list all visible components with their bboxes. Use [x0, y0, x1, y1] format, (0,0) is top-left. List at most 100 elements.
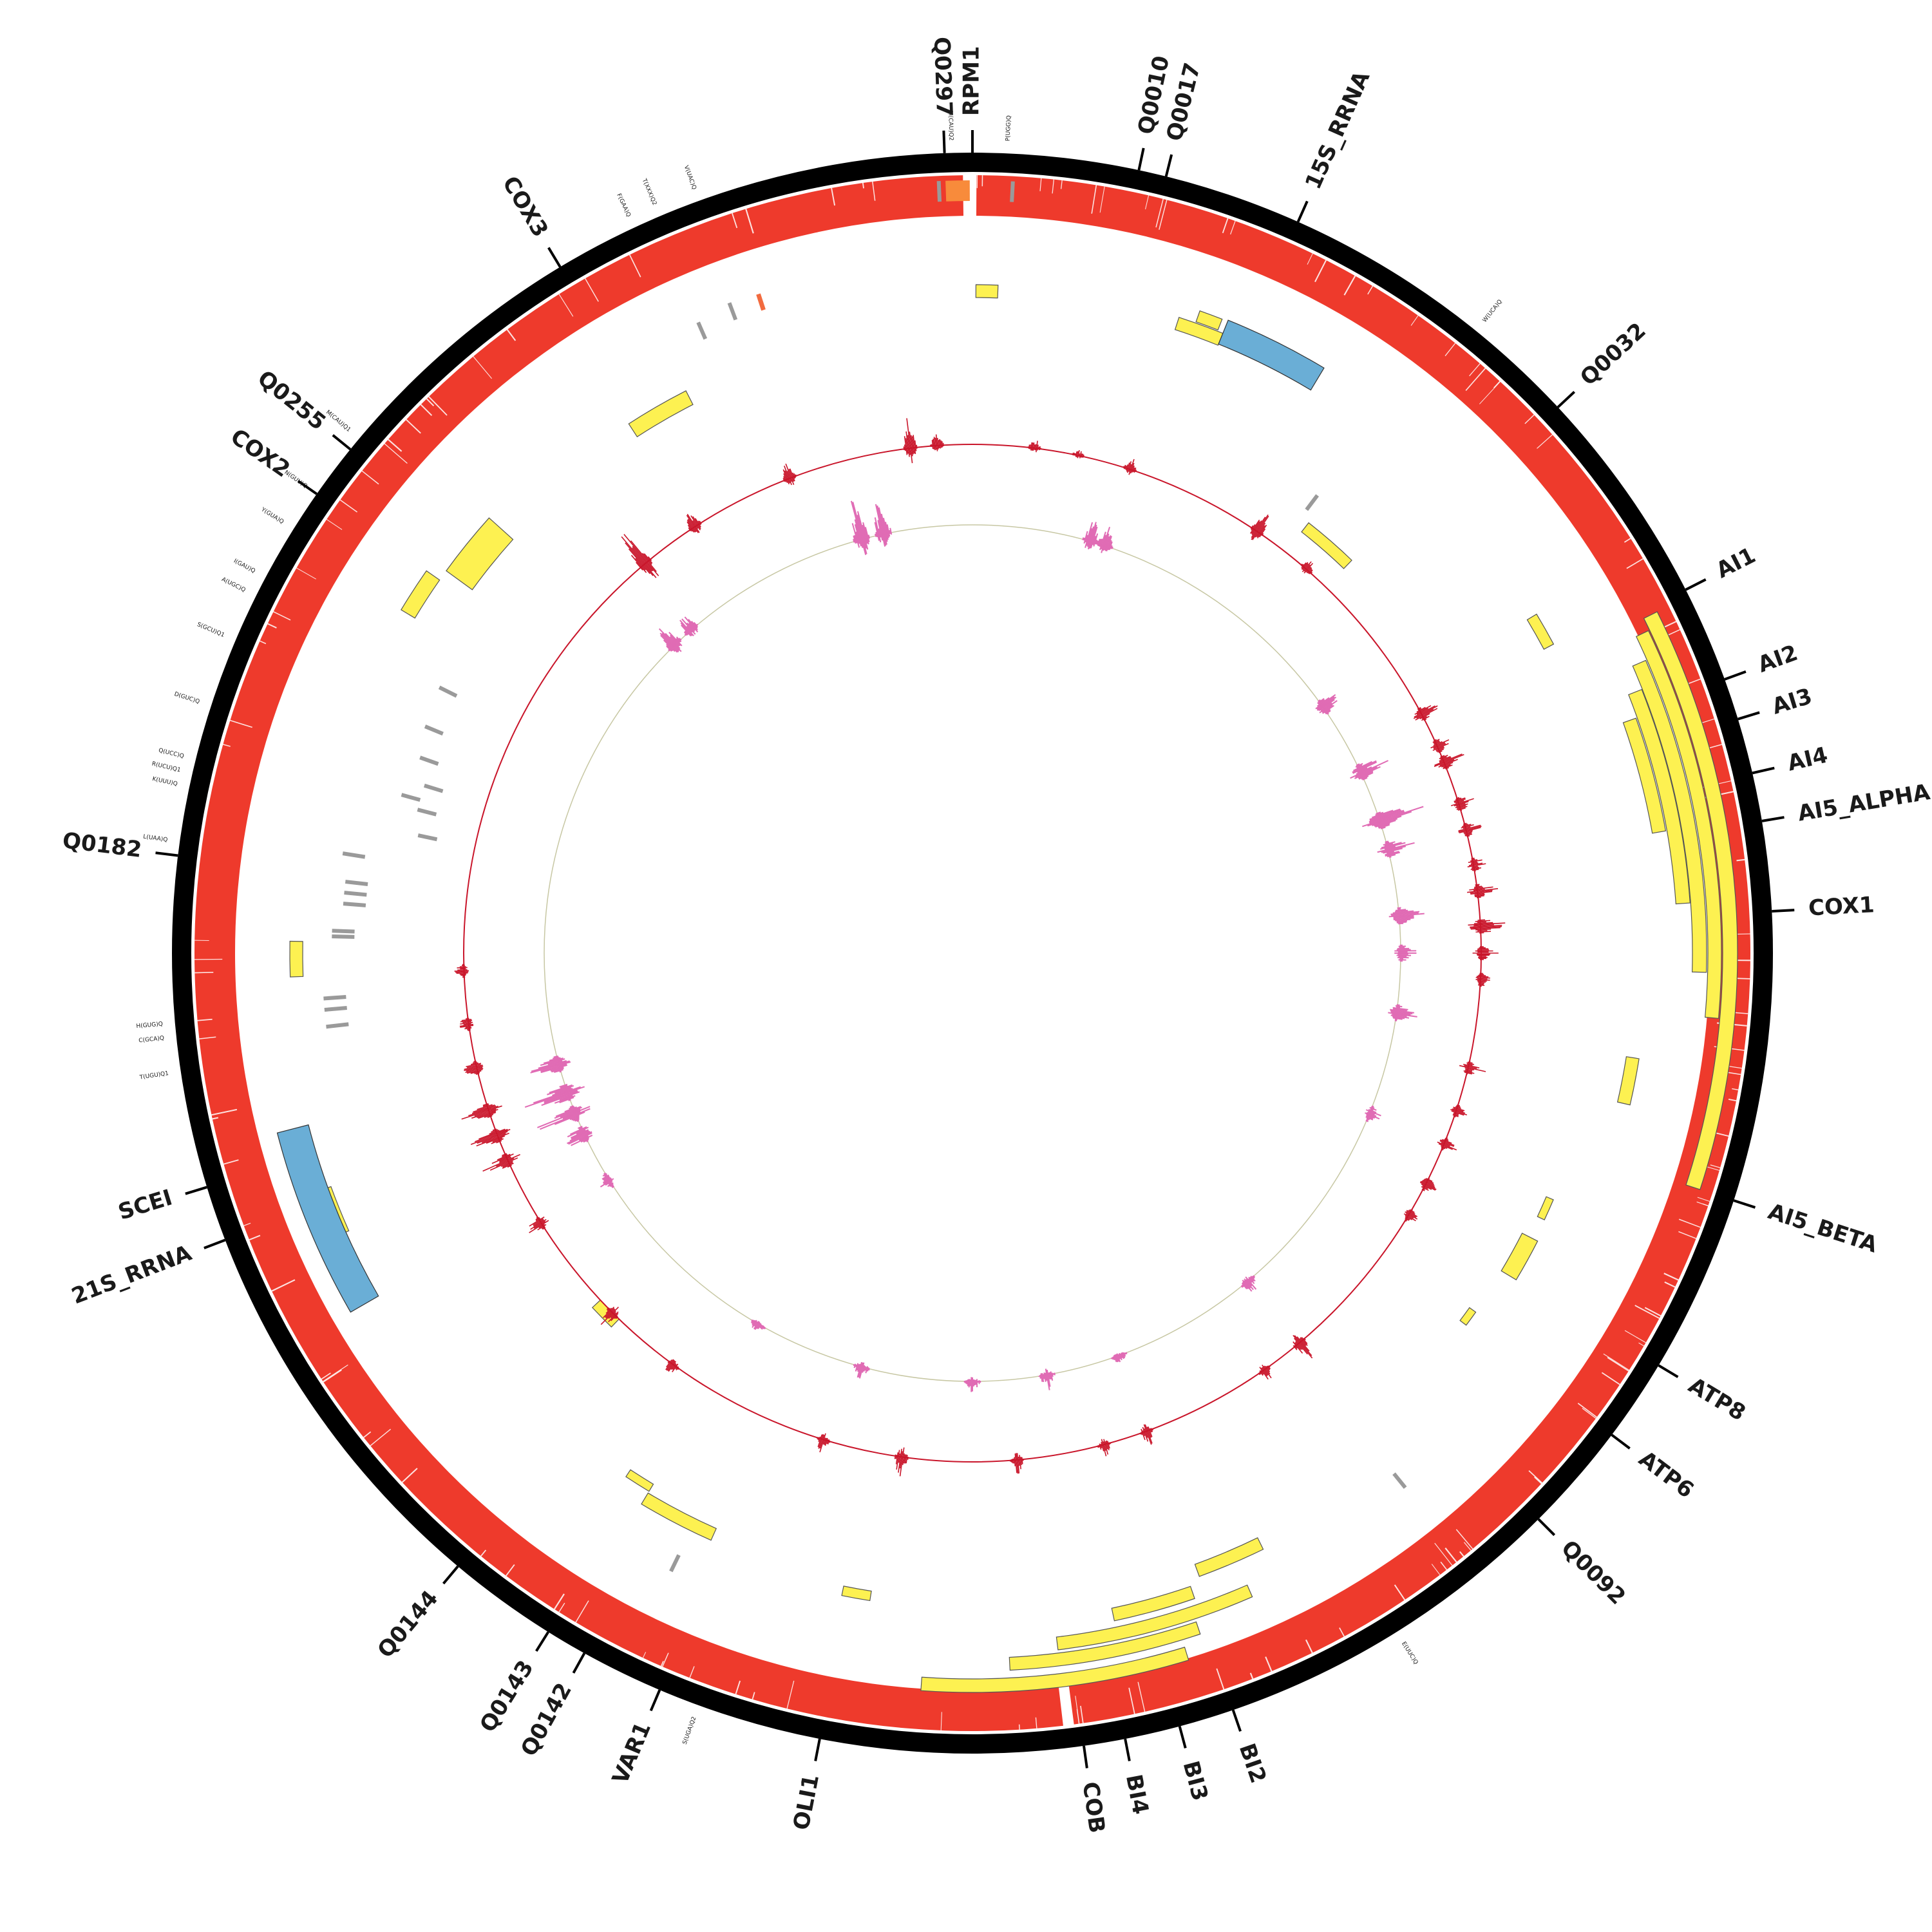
signal-spike-outer: [1405, 1211, 1418, 1220]
gene-tick: [572, 1653, 586, 1674]
signal-spike-inner: [1039, 1374, 1041, 1379]
signal-spike-inner: [1098, 538, 1102, 547]
signal-spike-outer: [1014, 1453, 1018, 1473]
signal-spike-inner: [573, 1117, 580, 1121]
signal-spike-outer: [1474, 886, 1482, 888]
signal-spike-inner: [604, 1174, 608, 1177]
signal-spike-inner: [569, 1115, 580, 1121]
signal-spike-inner: [1379, 842, 1406, 850]
signal-spike-inner: [571, 1130, 589, 1140]
signal-spike-outer: [471, 1105, 497, 1114]
signal-spike-inner: [854, 535, 858, 544]
coverage-gap: [1394, 1584, 1406, 1600]
trna-label: M(CAU)Q1: [325, 409, 352, 433]
signal-spike-inner: [864, 527, 870, 542]
signal-spike-outer: [466, 1068, 483, 1074]
signal-spike-outer: [898, 1448, 902, 1473]
signal-spike-inner: [1084, 535, 1088, 543]
signal-spike-inner: [684, 634, 687, 636]
signal-spike-outer: [1250, 525, 1254, 529]
signal-spike-outer: [1416, 708, 1429, 715]
signal-spike-inner: [1242, 1282, 1249, 1289]
signal-spike-outer: [1030, 442, 1033, 451]
signal-spike-outer: [675, 1366, 678, 1370]
gene-tick: [1137, 147, 1145, 171]
signal-spike-inner: [753, 1321, 758, 1327]
signal-spike-inner: [547, 1060, 563, 1065]
signal-spike-inner: [600, 1178, 614, 1188]
coverage-gap: [1493, 381, 1501, 388]
signal-spike-outer: [938, 440, 940, 449]
signal-spike-outer: [1461, 824, 1472, 828]
signal-spike-inner: [1369, 811, 1405, 824]
signal-spike-outer: [1433, 740, 1440, 744]
signal-spike-inner: [1317, 697, 1325, 705]
gene-label: VAR1: [607, 1718, 656, 1788]
signal-spike-outer: [1417, 708, 1422, 711]
signal-spike-inner: [586, 1140, 589, 1142]
signal-spike-outer: [1432, 739, 1440, 743]
signal-spike-inner: [1101, 526, 1111, 553]
signal-spike-outer: [1309, 569, 1313, 574]
signal-spike-outer: [1303, 1338, 1306, 1341]
exon-block: [1056, 1584, 1253, 1651]
gene-label: AI5_BETA: [1765, 1198, 1881, 1258]
trna-label: W(UCA)Q: [1482, 299, 1504, 324]
signal-spike-inner: [1375, 811, 1384, 816]
signal-spike-outer: [1293, 1341, 1303, 1354]
signal-spike-outer: [1468, 862, 1483, 866]
signal-spike-outer: [1037, 444, 1039, 451]
signal-spike-inner: [1365, 1109, 1381, 1117]
signal-spike-outer: [1456, 802, 1466, 807]
signal-spike-inner: [1369, 1106, 1377, 1111]
gene-tick: [297, 480, 317, 495]
signal-spike-inner: [854, 524, 862, 547]
signal-spike-outer: [1441, 1145, 1448, 1149]
signal-spike-outer: [1301, 562, 1309, 570]
signal-spike-inner: [559, 1083, 568, 1088]
signal-spike-outer: [1470, 862, 1479, 865]
signal-spike-outer: [1269, 1365, 1271, 1368]
gene-label: AI4: [1785, 743, 1830, 777]
signal-spike-outer: [464, 1065, 483, 1070]
signal-spike-outer: [1454, 798, 1466, 803]
signal-spike-outer: [672, 1363, 679, 1372]
trna-tick: [438, 685, 458, 698]
signal-spike-outer: [1131, 465, 1135, 473]
signal-spike-outer: [1265, 1365, 1271, 1372]
exon-block: [1526, 613, 1555, 650]
signal-spike-outer: [1464, 831, 1473, 835]
signal-spike-outer: [792, 472, 795, 479]
signal-spike-inner: [877, 520, 884, 541]
signal-spike-outer: [1016, 1453, 1020, 1473]
gene-label: AI5_ALPHA: [1796, 779, 1932, 827]
signal-spike-inner: [567, 1126, 589, 1138]
signal-spike-inner: [551, 1068, 564, 1073]
signal-spike-outer: [473, 1060, 477, 1063]
signal-spike-inner: [882, 518, 889, 540]
signal-spike-outer: [1439, 759, 1455, 766]
gene-tick: [535, 1631, 550, 1652]
signal-spike-outer: [1455, 797, 1460, 799]
signal-spike-inner: [554, 1095, 576, 1104]
coverage-gap: [1678, 1231, 1697, 1239]
signal-spike-inner: [684, 616, 699, 633]
signal-spike-outer: [1434, 753, 1464, 768]
signal-spike-outer: [1477, 978, 1488, 980]
signal-spike-outer: [676, 1366, 679, 1370]
signal-spike-outer: [1421, 1180, 1435, 1188]
signal-spike-outer: [630, 554, 647, 573]
signal-spike-outer: [1310, 571, 1313, 574]
signal-spike-inner: [611, 1184, 614, 1188]
coverage-gap: [428, 396, 448, 416]
trna-tick: [401, 793, 421, 802]
coverage-gap: [1440, 1561, 1448, 1571]
signal-spike-outer: [484, 1113, 494, 1118]
signal-spike-outer: [672, 1363, 677, 1370]
signal-spike-outer: [1473, 922, 1493, 925]
signal-spike-outer: [694, 518, 701, 527]
exon-block: [1632, 659, 1707, 973]
signal-spike-inner: [602, 1173, 607, 1177]
signal-spike-inner: [531, 1060, 570, 1072]
signal-spike-inner: [1116, 1353, 1121, 1363]
